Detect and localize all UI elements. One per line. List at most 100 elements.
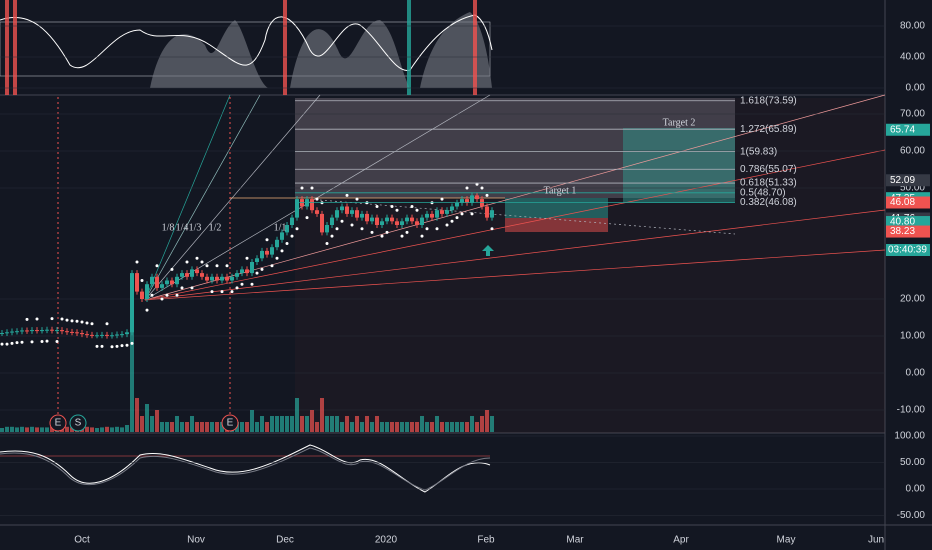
time-label: Dec <box>276 535 294 546</box>
volume <box>245 422 249 432</box>
candle <box>385 217 389 222</box>
candle <box>60 330 64 332</box>
sar-dot <box>355 197 359 201</box>
candle <box>390 217 394 222</box>
sar-dot <box>450 219 454 223</box>
candle <box>225 276 229 281</box>
volume <box>115 426 119 432</box>
sar-dot <box>290 234 294 238</box>
volume <box>385 422 389 432</box>
volume <box>135 398 139 432</box>
volume <box>110 427 114 432</box>
candle <box>490 210 494 218</box>
candle <box>455 202 459 207</box>
volume <box>345 416 349 432</box>
gann-label: 1/4 <box>176 222 189 233</box>
event-marker <box>69 414 87 432</box>
volume <box>440 422 444 432</box>
candle <box>400 221 404 225</box>
sar-dot <box>485 193 489 197</box>
candle <box>235 273 239 277</box>
sar-dot <box>10 341 14 345</box>
volume <box>95 428 99 432</box>
sar-dot <box>195 256 199 260</box>
sar-dot <box>220 290 224 294</box>
signal-bar <box>5 0 9 95</box>
gann-label: 1/8 <box>162 222 175 233</box>
candle <box>110 335 114 337</box>
sar-dot <box>410 205 414 208</box>
candle <box>265 250 269 255</box>
price-tag: 65.74 <box>886 123 930 136</box>
volume <box>105 426 109 432</box>
sar-dot <box>260 267 264 271</box>
volume <box>0 428 4 432</box>
sar-dot <box>395 208 399 212</box>
axis-label: 70.00 <box>900 109 925 120</box>
event-label: E <box>55 418 62 429</box>
sar-dot <box>130 341 134 345</box>
sar-dot <box>75 319 79 323</box>
sar-dot <box>415 208 419 212</box>
volume <box>335 416 339 432</box>
axis-label: -10.00 <box>897 405 926 416</box>
candle <box>360 213 364 218</box>
volume <box>120 427 124 432</box>
sar-dot <box>165 293 169 297</box>
candle <box>135 273 139 292</box>
signal-bar <box>473 0 477 95</box>
candle <box>350 210 354 214</box>
candle <box>200 273 204 277</box>
volume <box>10 426 14 432</box>
sar-dot <box>310 186 314 190</box>
sar-dot <box>15 341 19 345</box>
candle <box>435 210 439 218</box>
time-label: Jun <box>868 535 884 546</box>
price-tag-box <box>886 174 930 187</box>
candle <box>25 330 29 332</box>
volume <box>465 422 469 432</box>
volume <box>45 427 49 432</box>
volume <box>165 422 169 432</box>
target-zone <box>623 128 735 203</box>
countdown-tag: 03:40:39 <box>886 244 930 256</box>
volume <box>145 404 149 432</box>
candle <box>250 262 254 274</box>
candle <box>275 239 279 248</box>
volume <box>85 426 89 432</box>
sar-dot <box>385 230 389 234</box>
candle <box>375 217 379 225</box>
axis-label: 50.00 <box>900 457 925 468</box>
candle <box>170 280 174 285</box>
volume <box>360 422 364 432</box>
event-marker <box>221 414 239 432</box>
sar-dot <box>115 344 119 348</box>
candle <box>95 335 99 337</box>
sar-dot <box>405 230 409 234</box>
volume <box>350 422 354 432</box>
stoch-line <box>0 14 493 71</box>
volume <box>460 422 464 432</box>
candle <box>10 331 14 333</box>
candle <box>55 330 59 332</box>
volume <box>30 426 34 432</box>
sar-dot <box>110 345 114 349</box>
volume <box>70 427 74 432</box>
candle <box>145 284 149 299</box>
price-tag-box <box>886 196 930 209</box>
candle <box>15 331 19 333</box>
volume <box>390 422 394 432</box>
time-label: Nov <box>187 535 205 546</box>
sar-dot <box>265 238 269 242</box>
sar-dot <box>360 227 364 231</box>
candle <box>75 332 79 334</box>
volume <box>180 422 184 432</box>
axis-label: 0.00 <box>906 83 926 94</box>
sar-dot <box>40 340 44 344</box>
fib-zone <box>295 98 735 198</box>
sar-dot <box>255 271 259 275</box>
volume <box>160 422 164 432</box>
sar-dot <box>400 234 404 238</box>
price-tag-label: 65.74 <box>890 124 915 135</box>
